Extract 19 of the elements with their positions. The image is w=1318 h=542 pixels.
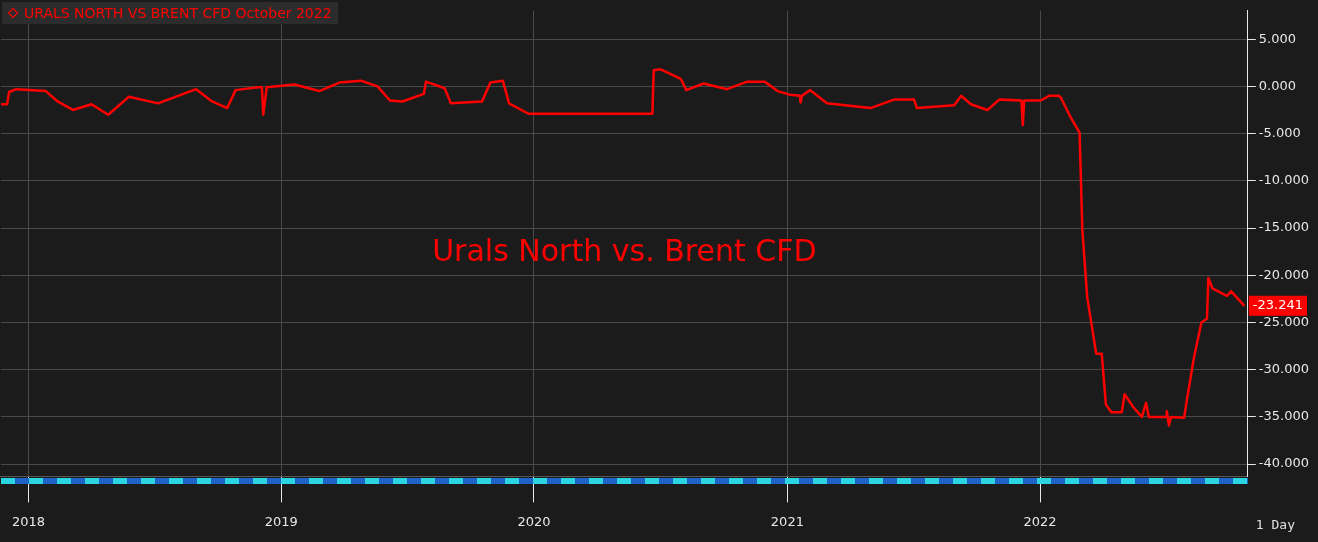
x-tick-label: 2021: [770, 513, 804, 529]
x-tick-label: 2020: [517, 513, 551, 529]
annotation: -23.241: [1252, 297, 1304, 313]
annotation: Urals North vs. Brent CFD: [432, 232, 817, 268]
y-tick-label: -25.000: [1258, 313, 1310, 329]
y-tick-label: -15.000: [1258, 219, 1310, 235]
x-tick-label: 2019: [264, 513, 298, 529]
y-tick-label: -5.000: [1258, 124, 1301, 140]
y-tick-label: 0.000: [1258, 77, 1297, 93]
y-tick-label: 5.000: [1258, 30, 1297, 46]
y-tick-label: -35.000: [1258, 408, 1310, 424]
x-tick-label: 2018: [12, 513, 46, 529]
y-tick-label: -30.000: [1258, 361, 1310, 377]
y-tick-label: -20.000: [1258, 266, 1310, 282]
y-tick-label: -40.000: [1258, 455, 1310, 471]
text: 1 Day: [1255, 517, 1296, 533]
x-tick-label: 2022: [1023, 513, 1057, 529]
chart-title: URALS NORTH VS BRENT CFD October 2022: [24, 5, 332, 21]
y-tick-label: -10.000: [1258, 172, 1310, 188]
